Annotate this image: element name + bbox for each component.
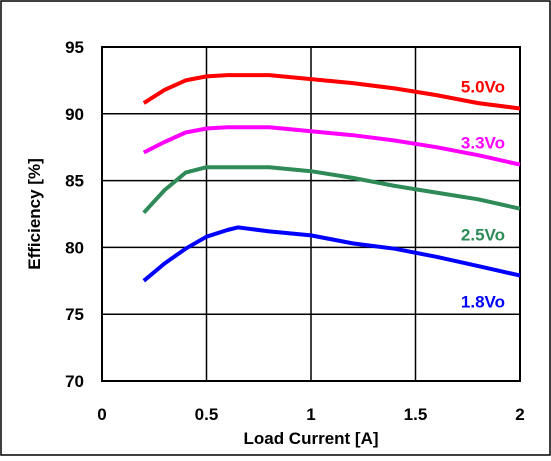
y-tick-label: 85	[65, 172, 84, 191]
series-label: 2.5Vo	[461, 226, 505, 245]
y-tick-label: 90	[65, 105, 84, 124]
series-label: 3.3Vo	[461, 134, 505, 153]
y-tick-label: 95	[65, 38, 84, 57]
x-axis-title: Load Current [A]	[243, 429, 378, 448]
y-tick-labels: 70 75 80 85 90 95	[65, 38, 84, 391]
x-tick-label: 0.5	[195, 405, 219, 424]
plot-area-frame	[101, 46, 521, 382]
x-tick-label: 2	[515, 405, 524, 424]
x-tick-label: 1	[306, 405, 315, 424]
series-layer	[142, 73, 521, 283]
x-tick-labels: 0 0.5 1 1.5 2	[97, 405, 524, 424]
x-tick-label: 0	[97, 405, 106, 424]
y-tick-label: 70	[65, 372, 84, 391]
series-line-5-0vo	[142, 73, 521, 111]
series-labels: 5.0Vo 3.3Vo 2.5Vo 1.8Vo	[461, 77, 505, 311]
y-tick-label: 80	[65, 238, 84, 257]
series-label: 1.8Vo	[461, 292, 505, 311]
series-label: 5.0Vo	[461, 77, 505, 96]
series-line-1-8vo	[142, 225, 521, 283]
series-line-2-5vo	[142, 165, 521, 215]
series-line-3-3vo	[142, 125, 521, 167]
y-tick-label: 75	[65, 305, 84, 324]
x-tick-label: 1.5	[404, 405, 428, 424]
y-axis-title: Efficiency [%]	[25, 158, 44, 269]
